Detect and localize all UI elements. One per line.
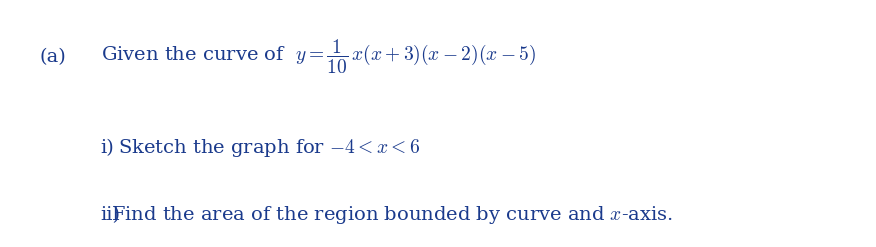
Text: i): i) <box>101 139 115 157</box>
Text: (a): (a) <box>39 48 67 66</box>
Text: Sketch the graph for $-4 < x < 6$: Sketch the graph for $-4 < x < 6$ <box>118 137 420 159</box>
Text: Given the curve of  $y = \dfrac{1}{10}\,x(x+3)(x-2)(x-5)$: Given the curve of $y = \dfrac{1}{10}\,x… <box>101 38 536 76</box>
Text: Find the area of the region bounded by curve and $x$-axis.: Find the area of the region bounded by c… <box>111 204 673 226</box>
Text: ii): ii) <box>101 206 121 224</box>
